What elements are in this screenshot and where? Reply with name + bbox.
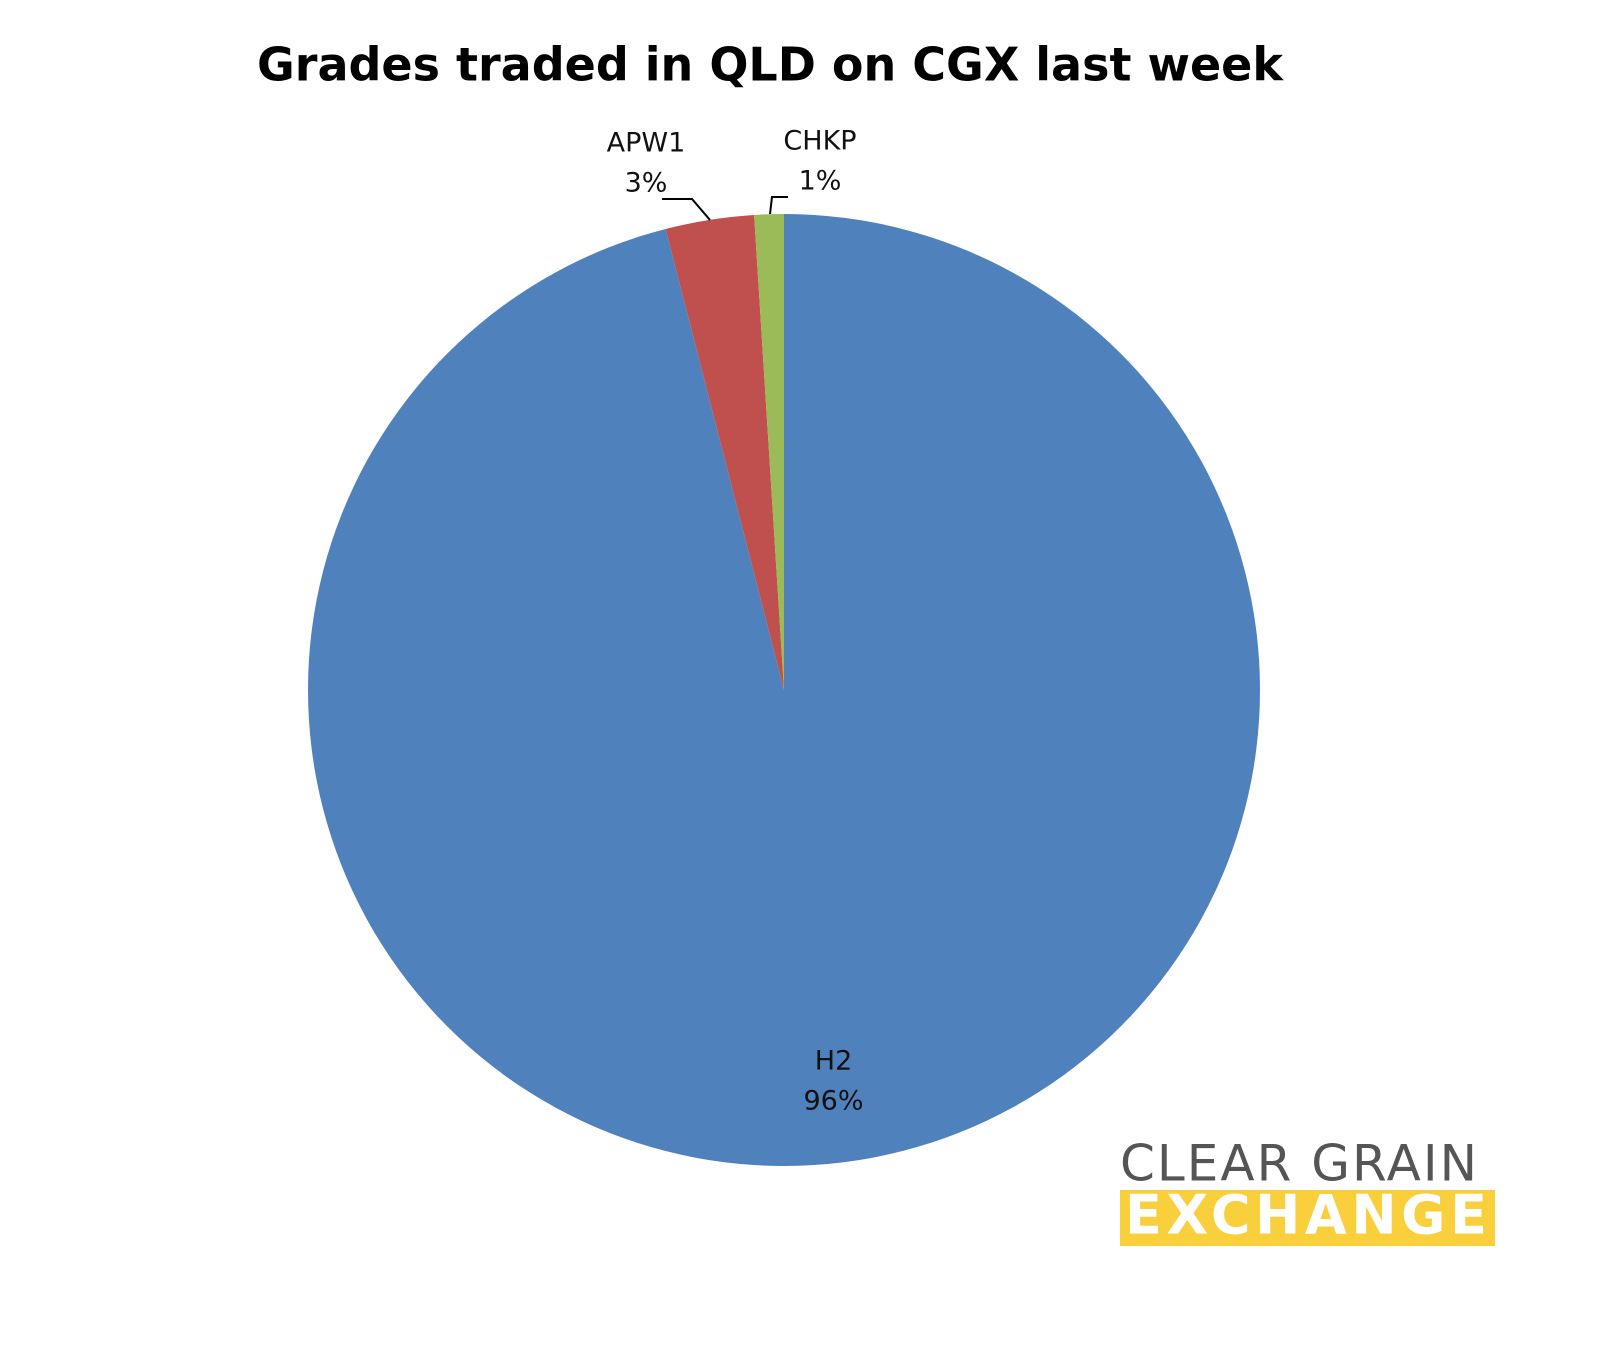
slice-value-label: 96% [804, 1085, 864, 1116]
logo-band [1120, 1190, 1495, 1246]
slice-value-label: 3% [625, 168, 668, 199]
leader-line [769, 196, 788, 215]
chart-title: Grades traded in QLD on CGX last week [257, 38, 1284, 92]
pie-slice [665, 214, 784, 690]
slice-category: APW1 [607, 128, 686, 159]
slice-category: CHKP [783, 126, 856, 157]
logo-line1: CLEAR GRAIN [1120, 1135, 1479, 1193]
leader-line [662, 198, 711, 221]
pie-slice [754, 214, 784, 690]
pie-slice [307, 214, 1260, 1166]
logo-line2: EXCHANGE [1125, 1184, 1490, 1247]
slice-value-label: 1% [799, 166, 842, 197]
slice-category: H2 [815, 1045, 852, 1076]
